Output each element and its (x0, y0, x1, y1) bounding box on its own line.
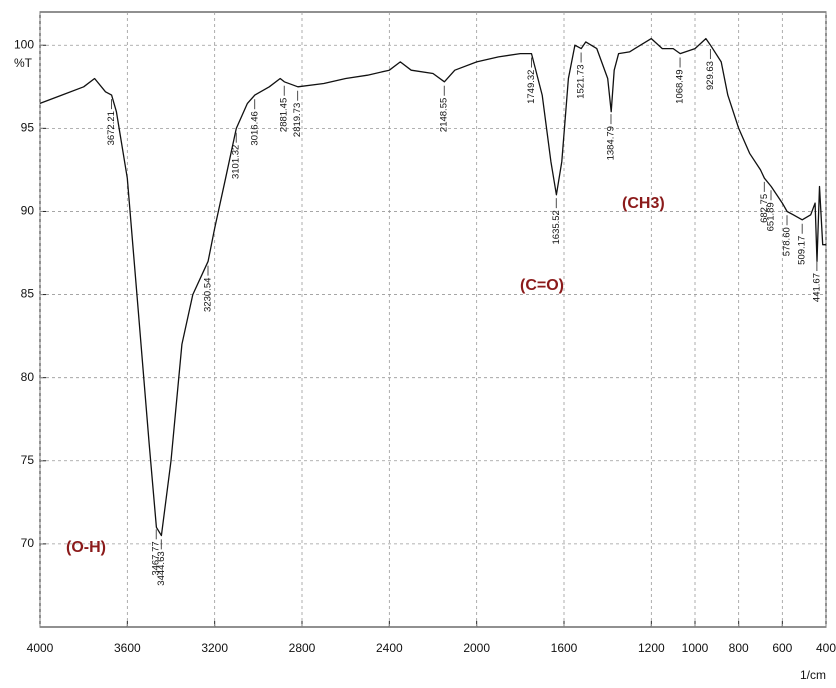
y-tick-label: 100 (14, 37, 34, 51)
peak-label: 3672.21 (106, 111, 117, 145)
peak-label: 3467.77 (151, 541, 162, 575)
x-tick-label: 800 (729, 641, 749, 655)
x-tick-label: 1200 (638, 641, 665, 655)
x-tick-label: 2000 (463, 641, 490, 655)
y-tick-label: 80 (21, 370, 35, 384)
x-tick-label: 2400 (376, 641, 403, 655)
peak-label: 441.67 (811, 273, 822, 302)
peak-label: 3230.54 (203, 278, 214, 312)
peak-label: 509.17 (797, 236, 808, 265)
peak-label: 2148.55 (439, 98, 450, 132)
x-tick-label: 4000 (27, 641, 54, 655)
peak-label: 1635.52 (551, 210, 562, 244)
annotation: (O-H) (66, 539, 106, 556)
peak-label: 2881.45 (279, 98, 290, 132)
y-axis-label: %T (14, 56, 33, 70)
y-tick-label: 70 (21, 536, 35, 550)
peak-label: 929.63 (705, 61, 716, 90)
x-tick-label: 1000 (682, 641, 709, 655)
x-tick-label: 2800 (289, 641, 316, 655)
annotation: (CH3) (622, 195, 665, 212)
y-tick-label: 90 (21, 204, 35, 218)
x-tick-label: 400 (816, 641, 836, 655)
peak-label: 651.89 (766, 202, 777, 231)
y-tick-label: 75 (21, 453, 35, 467)
x-tick-label: 3200 (201, 641, 228, 655)
spectrum-line (39, 37, 826, 537)
y-tick-label: 85 (21, 287, 35, 301)
x-axis-label: 1/cm (800, 668, 826, 682)
x-tick-label: 1600 (551, 641, 578, 655)
peak-label: 2819.73 (292, 103, 303, 137)
x-tick-label: 600 (772, 641, 792, 655)
peak-label: 3444.63 (156, 551, 167, 585)
peak-label: 1068.49 (675, 69, 686, 103)
peak-label: 3016.46 (249, 111, 260, 145)
annotation: (C=O) (520, 277, 564, 294)
peak-label: 1749.32 (526, 70, 537, 104)
peak-label: 3101.32 (231, 145, 242, 179)
peak-label: 578.60 (782, 227, 793, 256)
y-tick-label: 95 (21, 121, 35, 135)
plot-frame (39, 11, 827, 628)
peak-label: 682.75 (759, 194, 770, 223)
peak-label: 1521.73 (576, 64, 587, 98)
x-tick-label: 3600 (114, 641, 141, 655)
peak-label: 1384.79 (606, 126, 617, 160)
